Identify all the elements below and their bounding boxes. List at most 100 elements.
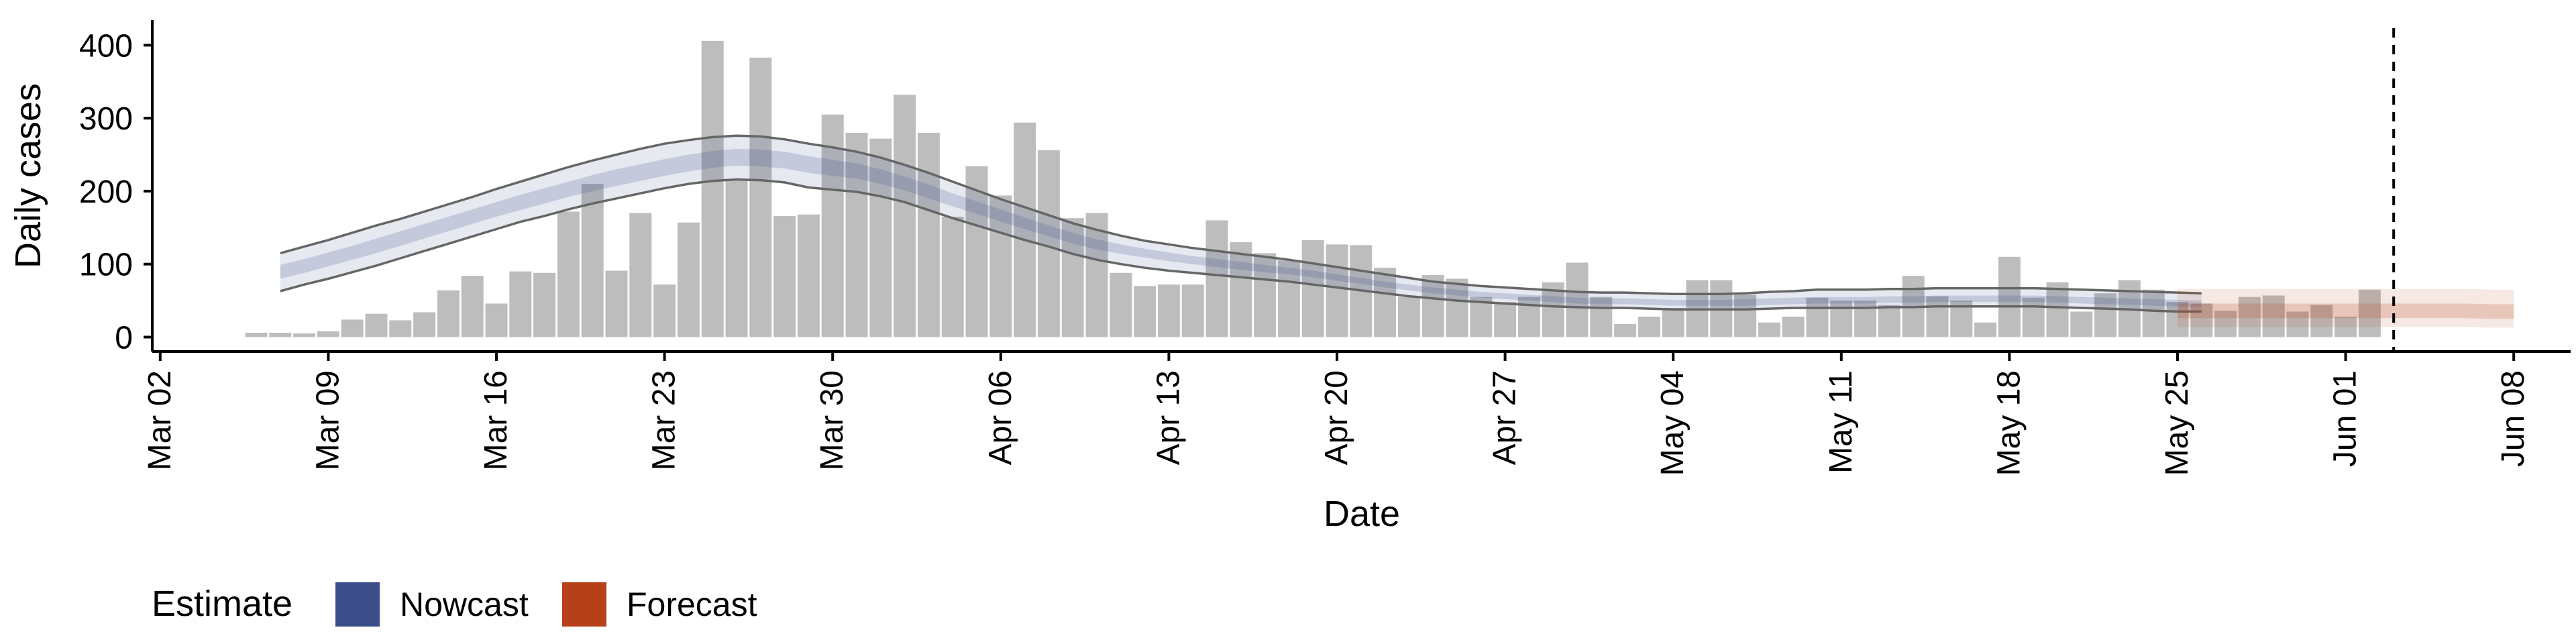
case-bar bbox=[797, 214, 820, 337]
case-bar bbox=[581, 184, 604, 337]
case-bar bbox=[2190, 303, 2213, 337]
legend-label-nowcast: Nowcast bbox=[400, 586, 529, 623]
case-bar bbox=[1254, 253, 1277, 337]
x-tick-label: May 25 bbox=[2159, 370, 2195, 476]
bands-layer bbox=[280, 134, 2514, 328]
case-bar bbox=[1134, 286, 1157, 337]
case-bar bbox=[2310, 305, 2333, 337]
case-bar bbox=[1230, 242, 1252, 337]
case-bar bbox=[341, 319, 364, 337]
case-bar bbox=[1326, 244, 1348, 337]
case-bar bbox=[1421, 275, 1444, 337]
case-bar bbox=[389, 320, 412, 337]
x-tick-label: Mar 23 bbox=[647, 370, 682, 470]
case-bar bbox=[653, 284, 676, 337]
case-bar bbox=[2262, 295, 2285, 337]
case-bar bbox=[1878, 305, 1900, 337]
case-bar bbox=[677, 222, 700, 337]
case-bar bbox=[2214, 311, 2237, 337]
case-bar bbox=[1301, 239, 1324, 337]
x-tick-label: Mar 30 bbox=[814, 370, 850, 470]
case-bar bbox=[1397, 297, 1420, 337]
case-bar bbox=[749, 57, 772, 337]
nowcast-upper-line bbox=[280, 134, 2202, 296]
case-bar bbox=[1590, 297, 1613, 337]
legend-label-forecast: Forecast bbox=[627, 586, 757, 623]
x-tick-label: Jun 08 bbox=[2496, 370, 2531, 467]
case-bar bbox=[1277, 260, 1300, 337]
case-bar bbox=[1566, 262, 1589, 337]
x-tick-label: Mar 02 bbox=[142, 370, 178, 470]
y-tick-label: 0 bbox=[115, 321, 133, 356]
case-bar bbox=[317, 331, 339, 337]
x-tick-label: Jun 01 bbox=[2328, 370, 2363, 467]
y-tick-label: 400 bbox=[79, 28, 133, 64]
case-bar bbox=[509, 271, 532, 337]
case-bar bbox=[1638, 317, 1660, 337]
case-bar bbox=[2286, 311, 2309, 337]
case-bar bbox=[1085, 213, 1108, 337]
x-tick-label: Apr 27 bbox=[1487, 370, 1523, 465]
case-bar bbox=[1205, 220, 1228, 337]
case-bar bbox=[894, 95, 916, 337]
x-tick-label: Apr 20 bbox=[1319, 370, 1354, 465]
axes-layer: 0 100 200 300 400 Mar 02 Mar 09 Mar 16 Mar 23 Mar… bbox=[79, 20, 2571, 476]
legend-title: Estimate bbox=[152, 584, 292, 624]
case-bar bbox=[989, 195, 1012, 337]
case-bar bbox=[1926, 296, 1949, 337]
case-bar bbox=[1494, 302, 1517, 337]
case-bar bbox=[845, 132, 868, 337]
x-axis-title: Date bbox=[1324, 494, 1400, 534]
case-bar bbox=[725, 180, 748, 337]
y-tick-label: 300 bbox=[79, 101, 133, 137]
case-bar bbox=[1110, 272, 1132, 337]
case-bar bbox=[365, 313, 388, 337]
case-bar bbox=[557, 211, 580, 337]
case-bar bbox=[2022, 297, 2045, 337]
case-bar bbox=[1830, 301, 1853, 337]
case-bar bbox=[917, 132, 940, 337]
x-tick-label: Apr 13 bbox=[1150, 370, 1186, 465]
case-bar bbox=[293, 333, 316, 337]
x-tick-label: Mar 16 bbox=[478, 370, 514, 470]
case-bar bbox=[269, 332, 292, 337]
case-bar bbox=[1014, 122, 1036, 337]
case-bar bbox=[821, 114, 844, 337]
case-bar bbox=[485, 303, 508, 337]
case-bar bbox=[2070, 311, 2093, 337]
y-tick-label: 200 bbox=[79, 174, 133, 210]
case-bar bbox=[629, 213, 652, 337]
case-bar bbox=[2142, 289, 2165, 337]
legend: Estimate Nowcast Forecast bbox=[152, 582, 757, 627]
case-bar bbox=[1614, 323, 1637, 337]
case-bar bbox=[461, 276, 484, 337]
x-tick-label: Apr 06 bbox=[983, 370, 1018, 465]
case-bar bbox=[1157, 284, 1180, 337]
x-tick-label: Mar 09 bbox=[310, 370, 345, 470]
x-tick-label: May 11 bbox=[1823, 370, 1859, 474]
x-tick-label: May 18 bbox=[1991, 370, 2027, 476]
case-bar bbox=[1734, 294, 1757, 337]
nowcast-lower-line bbox=[280, 178, 2202, 313]
forecast-inner-band bbox=[2178, 303, 2514, 319]
case-bar bbox=[965, 166, 988, 337]
case-bar bbox=[245, 332, 268, 337]
case-bar bbox=[605, 270, 628, 337]
case-bar bbox=[2046, 282, 2069, 337]
case-bar bbox=[1061, 218, 1084, 337]
legend-swatch-nowcast bbox=[335, 582, 380, 627]
case-bar bbox=[1374, 268, 1397, 337]
case-bar bbox=[437, 290, 460, 337]
case-bar bbox=[2166, 302, 2189, 337]
case-bar bbox=[1181, 284, 1204, 337]
case-bar bbox=[1974, 322, 1997, 337]
case-bar bbox=[1782, 317, 1805, 337]
case-bar bbox=[1998, 256, 2021, 337]
case-bar bbox=[941, 217, 964, 337]
case-bar bbox=[869, 138, 892, 337]
case-bar bbox=[2238, 297, 2261, 337]
case-bar bbox=[773, 215, 796, 337]
case-bar bbox=[1446, 278, 1468, 337]
case-bar bbox=[413, 312, 436, 337]
